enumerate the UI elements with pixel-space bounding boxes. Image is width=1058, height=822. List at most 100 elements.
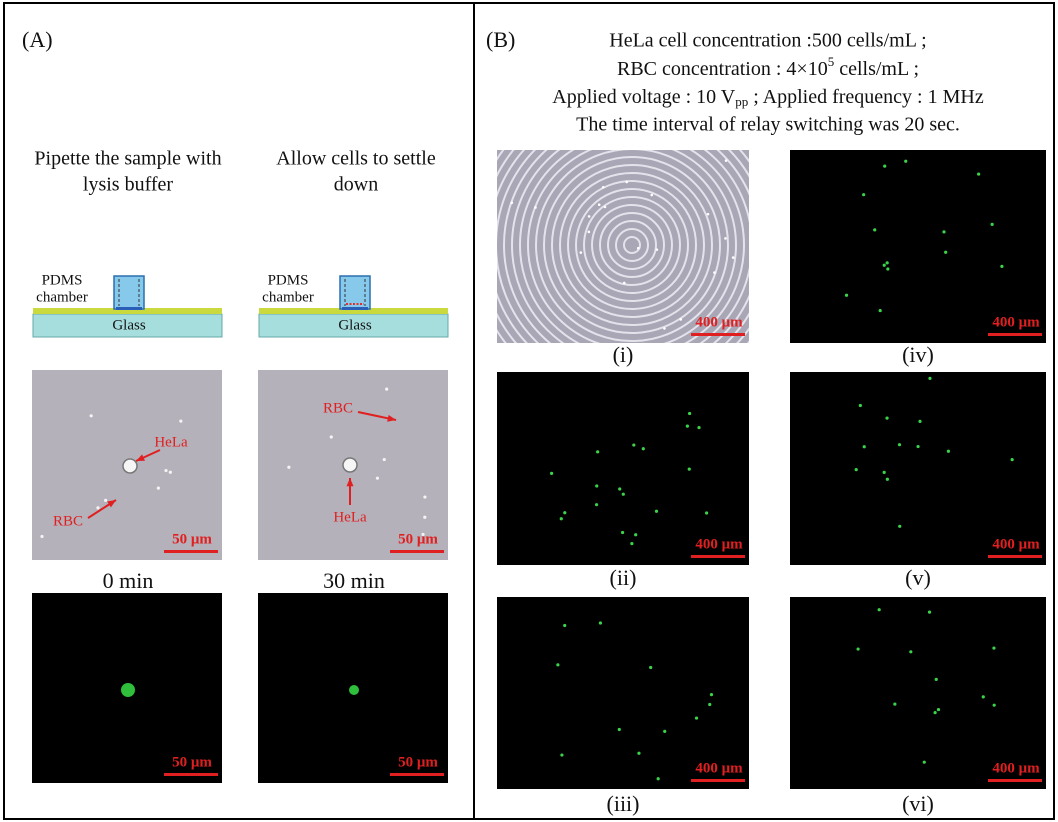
fluorescent-cell (688, 468, 691, 471)
cell-spot (732, 256, 735, 259)
fluorescent-cell (928, 377, 931, 380)
fluorescent-cell (663, 730, 666, 733)
fluorescent-cell (885, 417, 888, 420)
fluorescent-cell (886, 267, 889, 270)
substrate-label: Glass (112, 317, 145, 333)
fluorescent-cell (947, 450, 950, 453)
cell-spot (179, 420, 182, 423)
image-label: (v) (905, 565, 931, 590)
scale-label: 400 μm (695, 536, 743, 552)
fluorescent-cell (622, 493, 625, 496)
cell-spot (385, 388, 388, 391)
image-label: (vi) (902, 791, 934, 816)
cell-spot (40, 535, 43, 538)
cell-spot (330, 435, 333, 438)
scale-label: 400 μm (695, 760, 743, 776)
step-caption: lysis buffer (83, 174, 174, 196)
cell-spot (534, 206, 537, 209)
fluorescent-cell (933, 711, 936, 714)
image-label: (iii) (607, 791, 640, 816)
fluorescent-cell (642, 447, 645, 450)
scale-bar (988, 555, 1042, 558)
fluorescent-cell (618, 487, 621, 490)
condition: The time interval of relay switching was… (576, 114, 960, 136)
scale-label: 400 μm (992, 760, 1040, 776)
substrate-label: Glass (338, 317, 371, 333)
cell-spot (588, 215, 591, 218)
scale-label: 50 μm (398, 754, 438, 770)
fluorescent-cell (886, 261, 889, 264)
cell-spot (96, 506, 99, 509)
fluorescent-cell (563, 511, 566, 514)
image-label: (ii) (610, 565, 637, 590)
image-label: (i) (613, 342, 634, 367)
fluorescent-cell (695, 716, 698, 719)
scale-bar (390, 550, 444, 553)
annotation: RBC (53, 513, 83, 529)
hela-cell (343, 458, 357, 472)
cell-spot (164, 469, 167, 472)
fluorescent-cell (904, 160, 907, 163)
fluorescent-cell (634, 533, 637, 536)
cell-spot (510, 201, 513, 204)
fluorescent-cell (893, 702, 896, 705)
fluorescent-cell (657, 777, 660, 780)
fluorescent-cell (883, 264, 886, 267)
time-label: 30 min (323, 568, 385, 593)
chamber-label: PDMS (42, 272, 83, 288)
fluorescent-cell (595, 484, 598, 487)
scale-bar (164, 550, 218, 553)
cell-spot (376, 477, 379, 480)
fluorescent-cell (859, 404, 862, 407)
fluorescent-cell (1000, 265, 1003, 268)
scale-bar (691, 555, 745, 558)
cell-spot (724, 237, 727, 240)
fluorescent-cell (923, 761, 926, 764)
scale-bar (390, 773, 444, 776)
cell-spot (423, 495, 426, 498)
scale-label: 400 μm (992, 314, 1040, 330)
annotation: RBC (323, 400, 353, 416)
scale-label: 50 μm (398, 531, 438, 547)
chamber-label: PDMS (268, 272, 309, 288)
annotation: HeLa (154, 434, 188, 450)
scale-bar (691, 779, 745, 782)
fluorescent-cell (688, 412, 691, 415)
fluorescent-cell (708, 703, 711, 706)
fluorescent-cell (697, 426, 700, 429)
hela-cell (123, 459, 137, 473)
cell-spot (104, 499, 107, 502)
fluorescent-cell (928, 610, 931, 613)
cell-spot (383, 458, 386, 461)
cell-spot (580, 251, 583, 254)
fluorescent-cell (862, 193, 865, 196)
cell-spot (650, 194, 653, 197)
fluorescent-cell (556, 663, 559, 666)
fluorescent-cell (563, 624, 566, 627)
scale-bar (988, 333, 1042, 336)
cell-spot (287, 466, 290, 469)
cell-spot (725, 159, 728, 162)
fluorescent-cell (898, 525, 901, 528)
cell-spot (679, 318, 682, 321)
fluorescent-cell (621, 531, 624, 534)
panel-label: (A) (22, 27, 53, 52)
cell-spot (707, 213, 710, 216)
time-label: 0 min (103, 568, 154, 593)
fluorescent-cell (879, 309, 882, 312)
fluorescent-cell (863, 445, 866, 448)
fluorescent-cell (898, 443, 901, 446)
fluorescent-cell (918, 420, 921, 423)
panel-label: (B) (486, 27, 515, 52)
fluorescent-cell (655, 510, 658, 513)
cell-spot (625, 181, 628, 184)
fluorescent-cell (630, 542, 633, 545)
fluorescent-cell (550, 472, 553, 475)
fluorescent-cell (686, 424, 689, 427)
fluorescent-cell (705, 511, 708, 514)
cell-spot (656, 248, 659, 251)
fluorescent-cell (991, 223, 994, 226)
fluorescent-cell (944, 251, 947, 254)
scale-label: 50 μm (172, 754, 212, 770)
fluorescent-cell (618, 728, 621, 731)
